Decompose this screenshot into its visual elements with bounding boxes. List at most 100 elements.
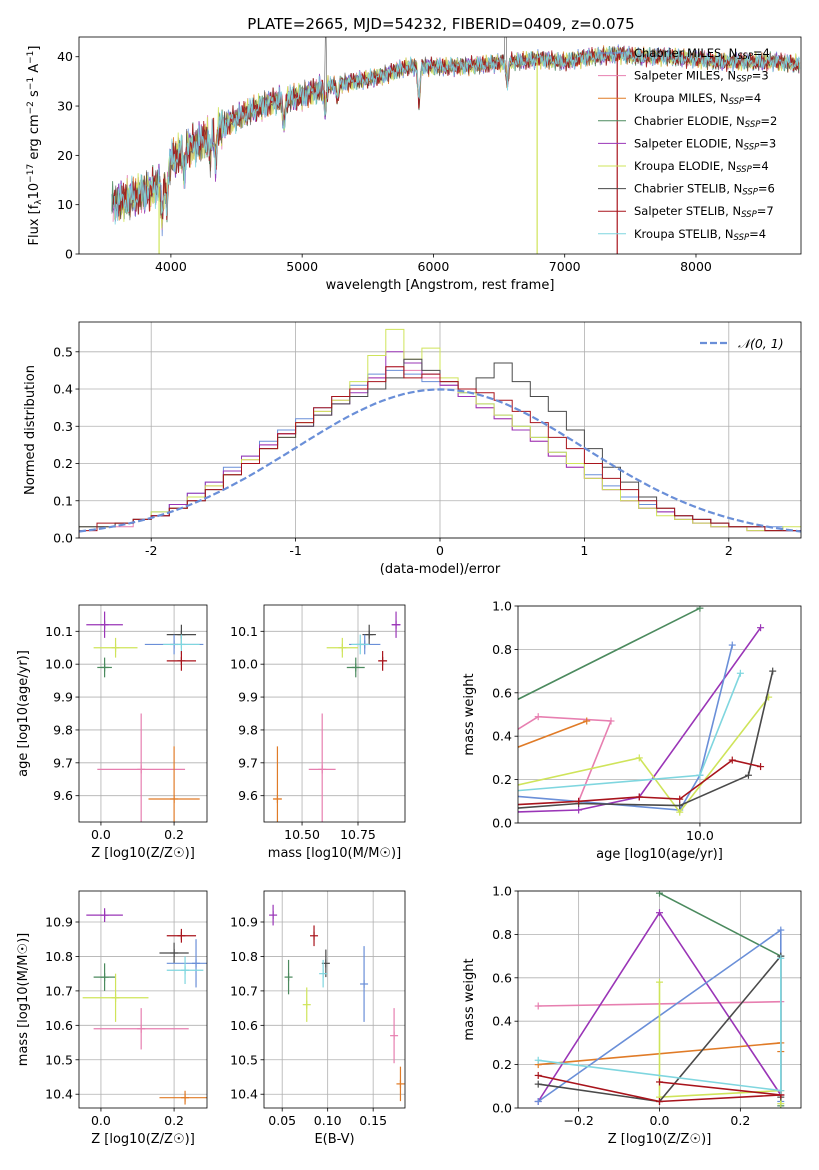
y-tick-label: 0.0 xyxy=(53,531,73,546)
axes-frame xyxy=(517,890,802,1109)
x-tick-label: 4000 xyxy=(155,259,187,274)
x-axis-label: Z [log10(Z/Z☉)] xyxy=(91,846,195,861)
legend-label: Kroupa ELODIE xyxy=(634,159,720,173)
y-tick-label: 9.8 xyxy=(53,722,73,737)
y-axis-label: mass weight xyxy=(462,958,477,1040)
legend-nssp-sub: SSP xyxy=(742,188,758,198)
plot-z-weights: −0.2 0.0 0.2 0.0 0.2 0.4 0.6 0.8 1.0 Z [log10(Z/Z… xyxy=(462,884,802,1147)
x-tick-label: 0.05 xyxy=(268,1113,296,1128)
x-tick-label: 0.10 xyxy=(314,1113,342,1128)
legend-entry: Kroupa STELIB, NSSP=4 xyxy=(634,227,766,243)
axes-frame xyxy=(78,36,802,255)
x-tick-label: 0.2 xyxy=(164,827,184,842)
x-tick-label: 7000 xyxy=(549,259,581,274)
y-tick-label: 10.4 xyxy=(45,1087,73,1102)
axes-frame xyxy=(78,890,208,1109)
legend-entry: Chabrier ELODIE, NSSP=2 xyxy=(634,114,777,130)
y-tick-label: 10.9 xyxy=(230,915,258,930)
y-tick-label: 10.7 xyxy=(230,983,258,998)
legend-nssp-prefix: , N xyxy=(713,91,729,105)
y-tick-label: 9.6 xyxy=(53,788,73,803)
legend-nssp-prefix: , N xyxy=(720,159,736,173)
legend-nssp-sub: SSP xyxy=(734,233,750,243)
plot-area xyxy=(86,611,204,822)
y-axis-label-part: s xyxy=(27,90,42,101)
x-tick-label: -2 xyxy=(145,543,157,558)
spectrum-line xyxy=(112,46,800,221)
legend-nssp-value: =2 xyxy=(760,114,777,128)
x-tick-label: 8000 xyxy=(680,259,712,274)
x-axis-label: wavelength [Angstrom, rest frame] xyxy=(326,278,555,293)
y-tick-label: 1.0 xyxy=(492,884,512,899)
y-axis-label-part: λ xyxy=(34,199,44,205)
y-tick-label: 0.2 xyxy=(53,456,73,471)
legend-nssp-value: =4 xyxy=(752,159,769,173)
y-tick-label: 10 xyxy=(57,197,73,212)
x-tick-label: 0.0 xyxy=(91,1113,111,1128)
y-tick-label: 10.1 xyxy=(230,624,258,639)
weight-line-3 xyxy=(518,627,762,813)
y-axis-label-part: erg cm xyxy=(27,114,42,163)
legend-nssp-sub: SSP xyxy=(737,52,753,62)
y-tick-label: 9.9 xyxy=(238,690,258,705)
x-tick-label: 5000 xyxy=(286,259,318,274)
x-axis-label: Z [log10(Z/Z☉)] xyxy=(608,1132,712,1147)
legend-label: Chabrier MILES xyxy=(634,46,721,60)
y-axis-label-part: −2 xyxy=(26,101,36,114)
y-tick-label: 40 xyxy=(57,49,73,64)
y-tick-label: 9.7 xyxy=(238,755,258,770)
y-tick-label: 1.0 xyxy=(492,599,512,614)
legend-nssp-prefix: , N xyxy=(718,227,734,241)
plot-area xyxy=(534,891,785,1108)
spectrum-line xyxy=(111,37,800,221)
y-tick-label: 0.4 xyxy=(53,382,73,397)
x-axis-label: age [log10(age/yr)] xyxy=(596,847,723,862)
x-tick-label: 0.0 xyxy=(650,1113,670,1128)
legend-nssp-sub: SSP xyxy=(741,210,757,220)
y-tick-label: 0.4 xyxy=(492,1014,512,1029)
legend-entry: Kroupa MILES, NSSP=4 xyxy=(634,91,761,107)
legend-nssp-prefix: , N xyxy=(729,114,745,128)
legend-nssp-prefix: , N xyxy=(721,46,737,60)
x-tick-label: -1 xyxy=(289,543,301,558)
y-axis-label: mass weight xyxy=(462,673,477,755)
legend-nssp-prefix: , N xyxy=(725,204,741,218)
x-tick-label: 10.0 xyxy=(686,828,714,843)
y-tick-label: 10.5 xyxy=(45,1052,73,1067)
legend-entry: Kroupa ELODIE, NSSP=4 xyxy=(634,159,769,175)
y-tick-label: 10.0 xyxy=(45,657,73,672)
legend-nssp-value: =7 xyxy=(757,204,774,218)
axes-frame xyxy=(78,604,208,823)
x-tick-label: 0.0 xyxy=(91,827,111,842)
y-axis-label: Flux [fλ10−17 erg cm−2 s−1 A−1] xyxy=(26,46,44,246)
legend-label: Kroupa MILES xyxy=(634,91,713,105)
y-tick-label: 10.8 xyxy=(45,949,73,964)
y-tick-label: 0.1 xyxy=(53,493,73,508)
x-tick-label: 6000 xyxy=(418,259,450,274)
plot-area xyxy=(518,606,777,816)
plot-ebv-mass: 0.05 0.10 0.15 10.4 10.5 10.6 10.7 10.8 10.9 E(B-… xyxy=(230,890,406,1147)
plot-area xyxy=(269,904,405,1102)
legend-label: Salpeter ELODIE xyxy=(634,136,728,150)
y-tick-label: 0.8 xyxy=(492,642,512,657)
y-tick-label: 9.8 xyxy=(238,722,258,737)
legend-entry: Chabrier STELIB, NSSP=6 xyxy=(634,182,775,198)
weight-line-5 xyxy=(658,982,782,1104)
y-tick-label: 0.6 xyxy=(492,685,512,700)
weight-line-8 xyxy=(659,1081,781,1096)
y-tick-label: 0.0 xyxy=(492,816,512,831)
x-tick-label: 0.2 xyxy=(730,1113,750,1128)
y-axis-label: mass [log10(M/M☉)] xyxy=(16,933,31,1066)
legend-nssp-sub: SSP xyxy=(744,142,760,152)
x-axis-label: Z [log10(Z/Z☉)] xyxy=(91,1132,195,1147)
legend-label: Salpeter STELIB xyxy=(634,204,725,218)
y-axis-label-part: ] xyxy=(27,46,42,51)
weight-line-0 xyxy=(659,892,782,1106)
y-tick-label: 0 xyxy=(65,247,73,262)
legend-entry: Chabrier MILES, NSSP=4 xyxy=(634,46,770,62)
y-axis-label-part: A xyxy=(27,64,42,77)
y-tick-label: 0.2 xyxy=(492,1057,512,1072)
plot-residuals: -2 -1 0 1 2 0.0 0.1 0.2 0.3 0.4 0.5 (data-model)/er… xyxy=(23,321,802,577)
plot-z-age: 0.0 0.2 9.6 9.7 9.8 9.9 10.0 10.1 Z [log10(Z/Z☉)… xyxy=(16,604,208,861)
plot-mass-age: 10.50 10.75 9.6 9.7 9.8 9.9 10.0 10.1 mass [log1… xyxy=(230,604,406,861)
